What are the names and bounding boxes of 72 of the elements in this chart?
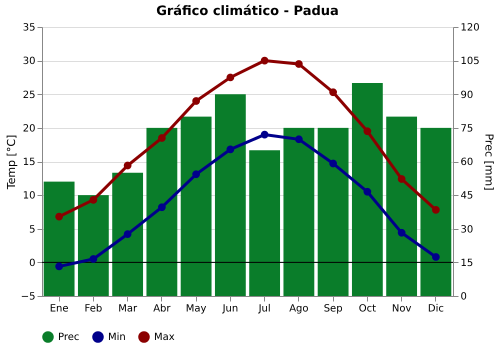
x-tick-label: May	[186, 304, 207, 314]
y2-axis-title: Prec [mm]	[482, 133, 496, 191]
y2-tick-label: 60	[460, 157, 474, 168]
point	[226, 74, 234, 82]
y2-tick-label: 15	[460, 258, 474, 269]
y-axis-title: Temp [°C]	[4, 134, 18, 190]
bar	[112, 172, 144, 296]
point	[158, 134, 166, 142]
y2-tick-label: 0	[460, 292, 467, 302]
point	[124, 230, 132, 238]
x-tick-label: Feb	[84, 304, 102, 314]
bar	[283, 128, 314, 296]
y-tick-label: 15	[22, 157, 36, 168]
y-tick-label: 10	[22, 190, 36, 202]
point	[90, 255, 98, 263]
x-tick-label: Ene	[50, 304, 69, 314]
legend-label: Prec	[58, 332, 80, 343]
x-tick-label: Oct	[358, 304, 376, 314]
point	[260, 56, 268, 64]
y-tick-label: 20	[22, 123, 36, 134]
y2-tick-label: 75	[460, 123, 474, 134]
bar	[78, 195, 109, 296]
point	[260, 130, 268, 138]
point	[329, 88, 337, 96]
y-tick-label: 0	[29, 258, 36, 269]
bar	[420, 128, 452, 296]
legend-label: Min	[108, 332, 126, 343]
x-tick-label: Dic	[428, 304, 444, 314]
point	[192, 170, 200, 178]
y-tick-label: 25	[22, 90, 36, 101]
bar	[249, 150, 280, 296]
x-tick-label: Abr	[153, 304, 172, 314]
point	[364, 127, 372, 136]
y-tick-label: 30	[22, 56, 36, 68]
point	[55, 212, 63, 221]
point	[432, 206, 440, 214]
bar	[318, 128, 349, 296]
x-tick-label: Jun	[222, 304, 238, 314]
point	[295, 135, 303, 144]
y2-tick-label: 105	[460, 56, 480, 68]
y-tick-label: −5	[20, 292, 36, 302]
y-tick-label: 35	[22, 22, 36, 34]
bar	[386, 116, 418, 296]
point	[124, 162, 132, 170]
point	[329, 160, 337, 168]
chart-title: Gráfico climático - Padua	[156, 4, 339, 19]
point	[398, 228, 406, 237]
point	[158, 203, 166, 212]
point	[226, 146, 234, 154]
legend-label: Max	[154, 332, 175, 343]
bar	[352, 83, 383, 296]
point	[295, 60, 303, 68]
y2-tick-label: 45	[460, 190, 474, 202]
bar	[146, 128, 178, 296]
x-tick-label: Jul	[258, 304, 271, 314]
y2-tick-label: 120	[460, 22, 480, 34]
y2-tick-label: 90	[460, 90, 474, 101]
y2-tick-label: 30	[460, 224, 474, 236]
point	[364, 188, 372, 196]
y-tick-label: 5	[29, 224, 36, 236]
point	[192, 97, 200, 105]
bar	[44, 182, 75, 296]
x-tick-label: Sep	[324, 304, 343, 314]
bar	[214, 94, 246, 296]
x-tick-label: Nov	[392, 304, 412, 314]
point	[432, 253, 440, 261]
bar	[180, 116, 212, 296]
x-tick-label: Mar	[118, 304, 138, 314]
point	[55, 262, 63, 270]
x-tick-label: Ago	[289, 304, 309, 314]
point	[398, 175, 406, 183]
point	[90, 196, 98, 204]
